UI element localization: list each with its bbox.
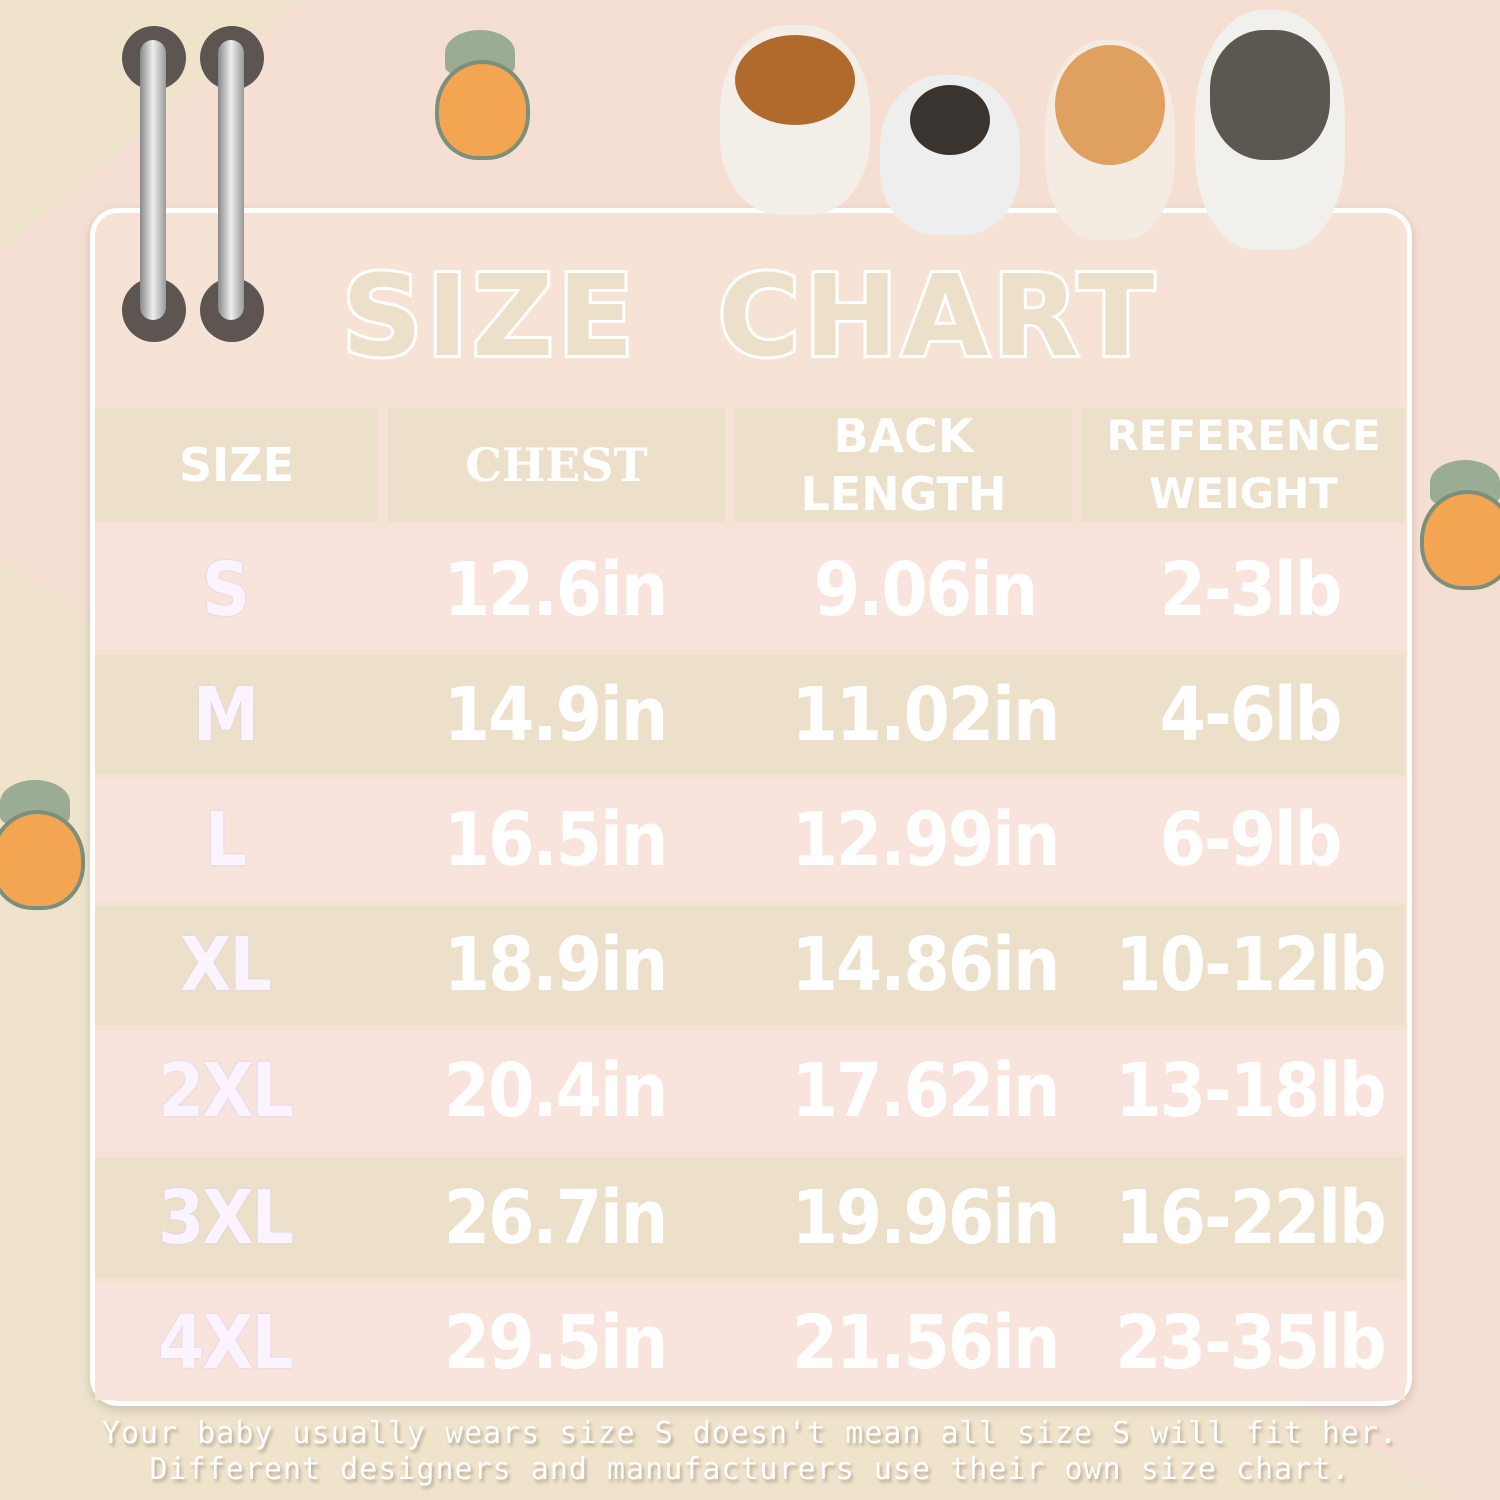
back-length-cell: 9.06in xyxy=(813,547,1038,633)
back-length-cell: 12.99in xyxy=(791,797,1061,883)
back-length-cell: 19.96in xyxy=(791,1175,1061,1261)
table-row: M 14.9in 11.02in 4-6lb xyxy=(95,655,1405,775)
chest-cell: 18.9in xyxy=(443,922,668,1008)
weight-cell: 2-3lb xyxy=(1159,547,1343,633)
table-row: L 16.5in 12.99in 6-9lb xyxy=(95,780,1405,900)
table-row: 3XL 26.7in 19.96in 16-22lb xyxy=(95,1157,1405,1279)
weight-cell: 23-35lb xyxy=(1115,1299,1386,1386)
fruit-icon xyxy=(1410,460,1500,590)
fruit-icon xyxy=(425,30,535,160)
header-reference-weight: REFERENCE WEIGHT xyxy=(1082,408,1405,522)
fruit-icon xyxy=(0,780,90,910)
back-length-cell: 21.56in xyxy=(791,1299,1061,1386)
title-word: CHART xyxy=(715,249,1159,385)
size-cell: XL xyxy=(180,922,272,1008)
table-row: S 12.6in 9.06in 2-3lb xyxy=(95,530,1405,650)
back-length-cell: 11.02in xyxy=(791,672,1061,758)
header-chest: CHEST xyxy=(388,408,725,522)
weight-cell: 16-22lb xyxy=(1115,1175,1386,1261)
dog-photo xyxy=(880,75,1020,235)
size-cell: L xyxy=(204,797,247,883)
weight-cell: 4-6lb xyxy=(1159,672,1343,758)
weight-cell: 6-9lb xyxy=(1159,797,1343,883)
weight-cell: 10-12lb xyxy=(1115,922,1386,1008)
disclaimer-note: Your baby usually wears size S doesn't m… xyxy=(0,1416,1500,1488)
dog-photo xyxy=(1195,10,1345,250)
chest-cell: 26.7in xyxy=(443,1175,668,1261)
size-cell: 3XL xyxy=(157,1175,294,1261)
table-row: XL 18.9in 14.86in 10-12lb xyxy=(95,905,1405,1025)
chest-cell: 14.9in xyxy=(443,672,668,758)
size-cell: 2XL xyxy=(157,1048,294,1134)
hanger-pole-icon xyxy=(218,40,244,320)
table-row: 4XL 29.5in 21.56in 23-35lb xyxy=(95,1285,1405,1400)
header-back-length: BACK LENGTH xyxy=(735,408,1072,522)
dog-photo xyxy=(1045,40,1175,240)
page-title: SIZE CHART xyxy=(0,249,1500,385)
size-cell: S xyxy=(202,547,250,633)
table-row: 2XL 20.4in 17.62in 13-18lb xyxy=(95,1030,1405,1152)
dog-photo xyxy=(720,25,870,215)
back-length-cell: 17.62in xyxy=(791,1048,1061,1134)
note-line: Your baby usually wears size S doesn't m… xyxy=(101,1416,1399,1451)
chest-cell: 16.5in xyxy=(443,797,668,883)
header-size: SIZE xyxy=(95,408,378,522)
back-length-cell: 14.86in xyxy=(791,922,1061,1008)
chest-cell: 12.6in xyxy=(443,547,668,633)
chest-cell: 20.4in xyxy=(443,1048,668,1134)
hanger-pole-icon xyxy=(140,40,166,320)
title-word: SIZE xyxy=(339,249,638,385)
size-cell: 4XL xyxy=(157,1299,294,1386)
weight-cell: 13-18lb xyxy=(1115,1048,1386,1134)
table-header: SIZE CHEST BACK LENGTH REFERENCE WEIGHT xyxy=(95,408,1405,522)
size-cell: M xyxy=(192,672,259,758)
chest-cell: 29.5in xyxy=(443,1299,668,1386)
note-line: Different designers and manufacturers us… xyxy=(149,1452,1351,1487)
